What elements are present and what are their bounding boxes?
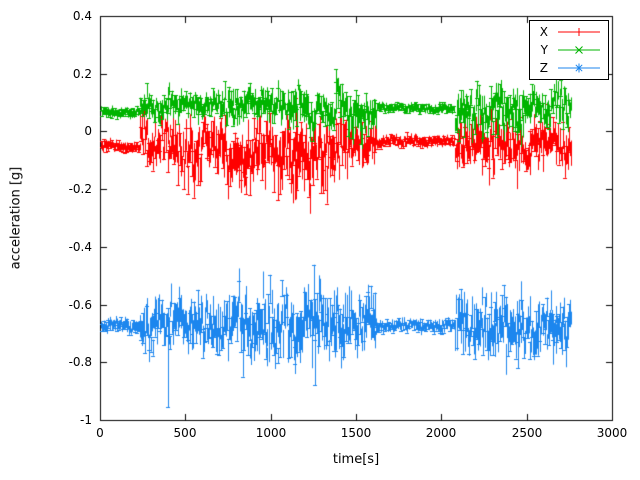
y-tick-label: 0 [84,124,92,138]
y-tick-label: -1 [80,413,92,427]
y-tick-label: -0.4 [68,240,92,254]
x-tick-label: 2500 [511,426,543,440]
y-tick-label: -0.2 [68,182,92,196]
y-tick-label: -0.8 [68,355,92,369]
errorbar-cross-marker-icon [558,46,600,54]
legend-row-z: Z [540,59,602,77]
legend-label-x: X [539,25,548,39]
x-axis-label: time[s] [332,452,380,467]
errorbar-plus-marker-icon [558,28,600,36]
legend-label-y: Y [540,43,548,57]
errorbar-star-marker-icon [558,63,600,73]
legend: X Y Z [528,20,609,80]
y-tick-label: -0.6 [68,298,92,312]
x-tick-label: 1500 [340,426,372,440]
x-tick-label: 2000 [425,426,457,440]
y-tick-label: 0.4 [72,9,92,23]
legend-row-y: Y [540,41,602,59]
y-tick-label: 0.2 [72,67,92,81]
legend-label-z: Z [539,61,548,75]
x-tick-label: 3000 [596,426,628,440]
x-tick-label: 500 [173,426,197,440]
x-tick-label: 0 [96,426,104,440]
legend-row-x: X [540,23,602,41]
x-tick-label: 1000 [255,426,287,440]
